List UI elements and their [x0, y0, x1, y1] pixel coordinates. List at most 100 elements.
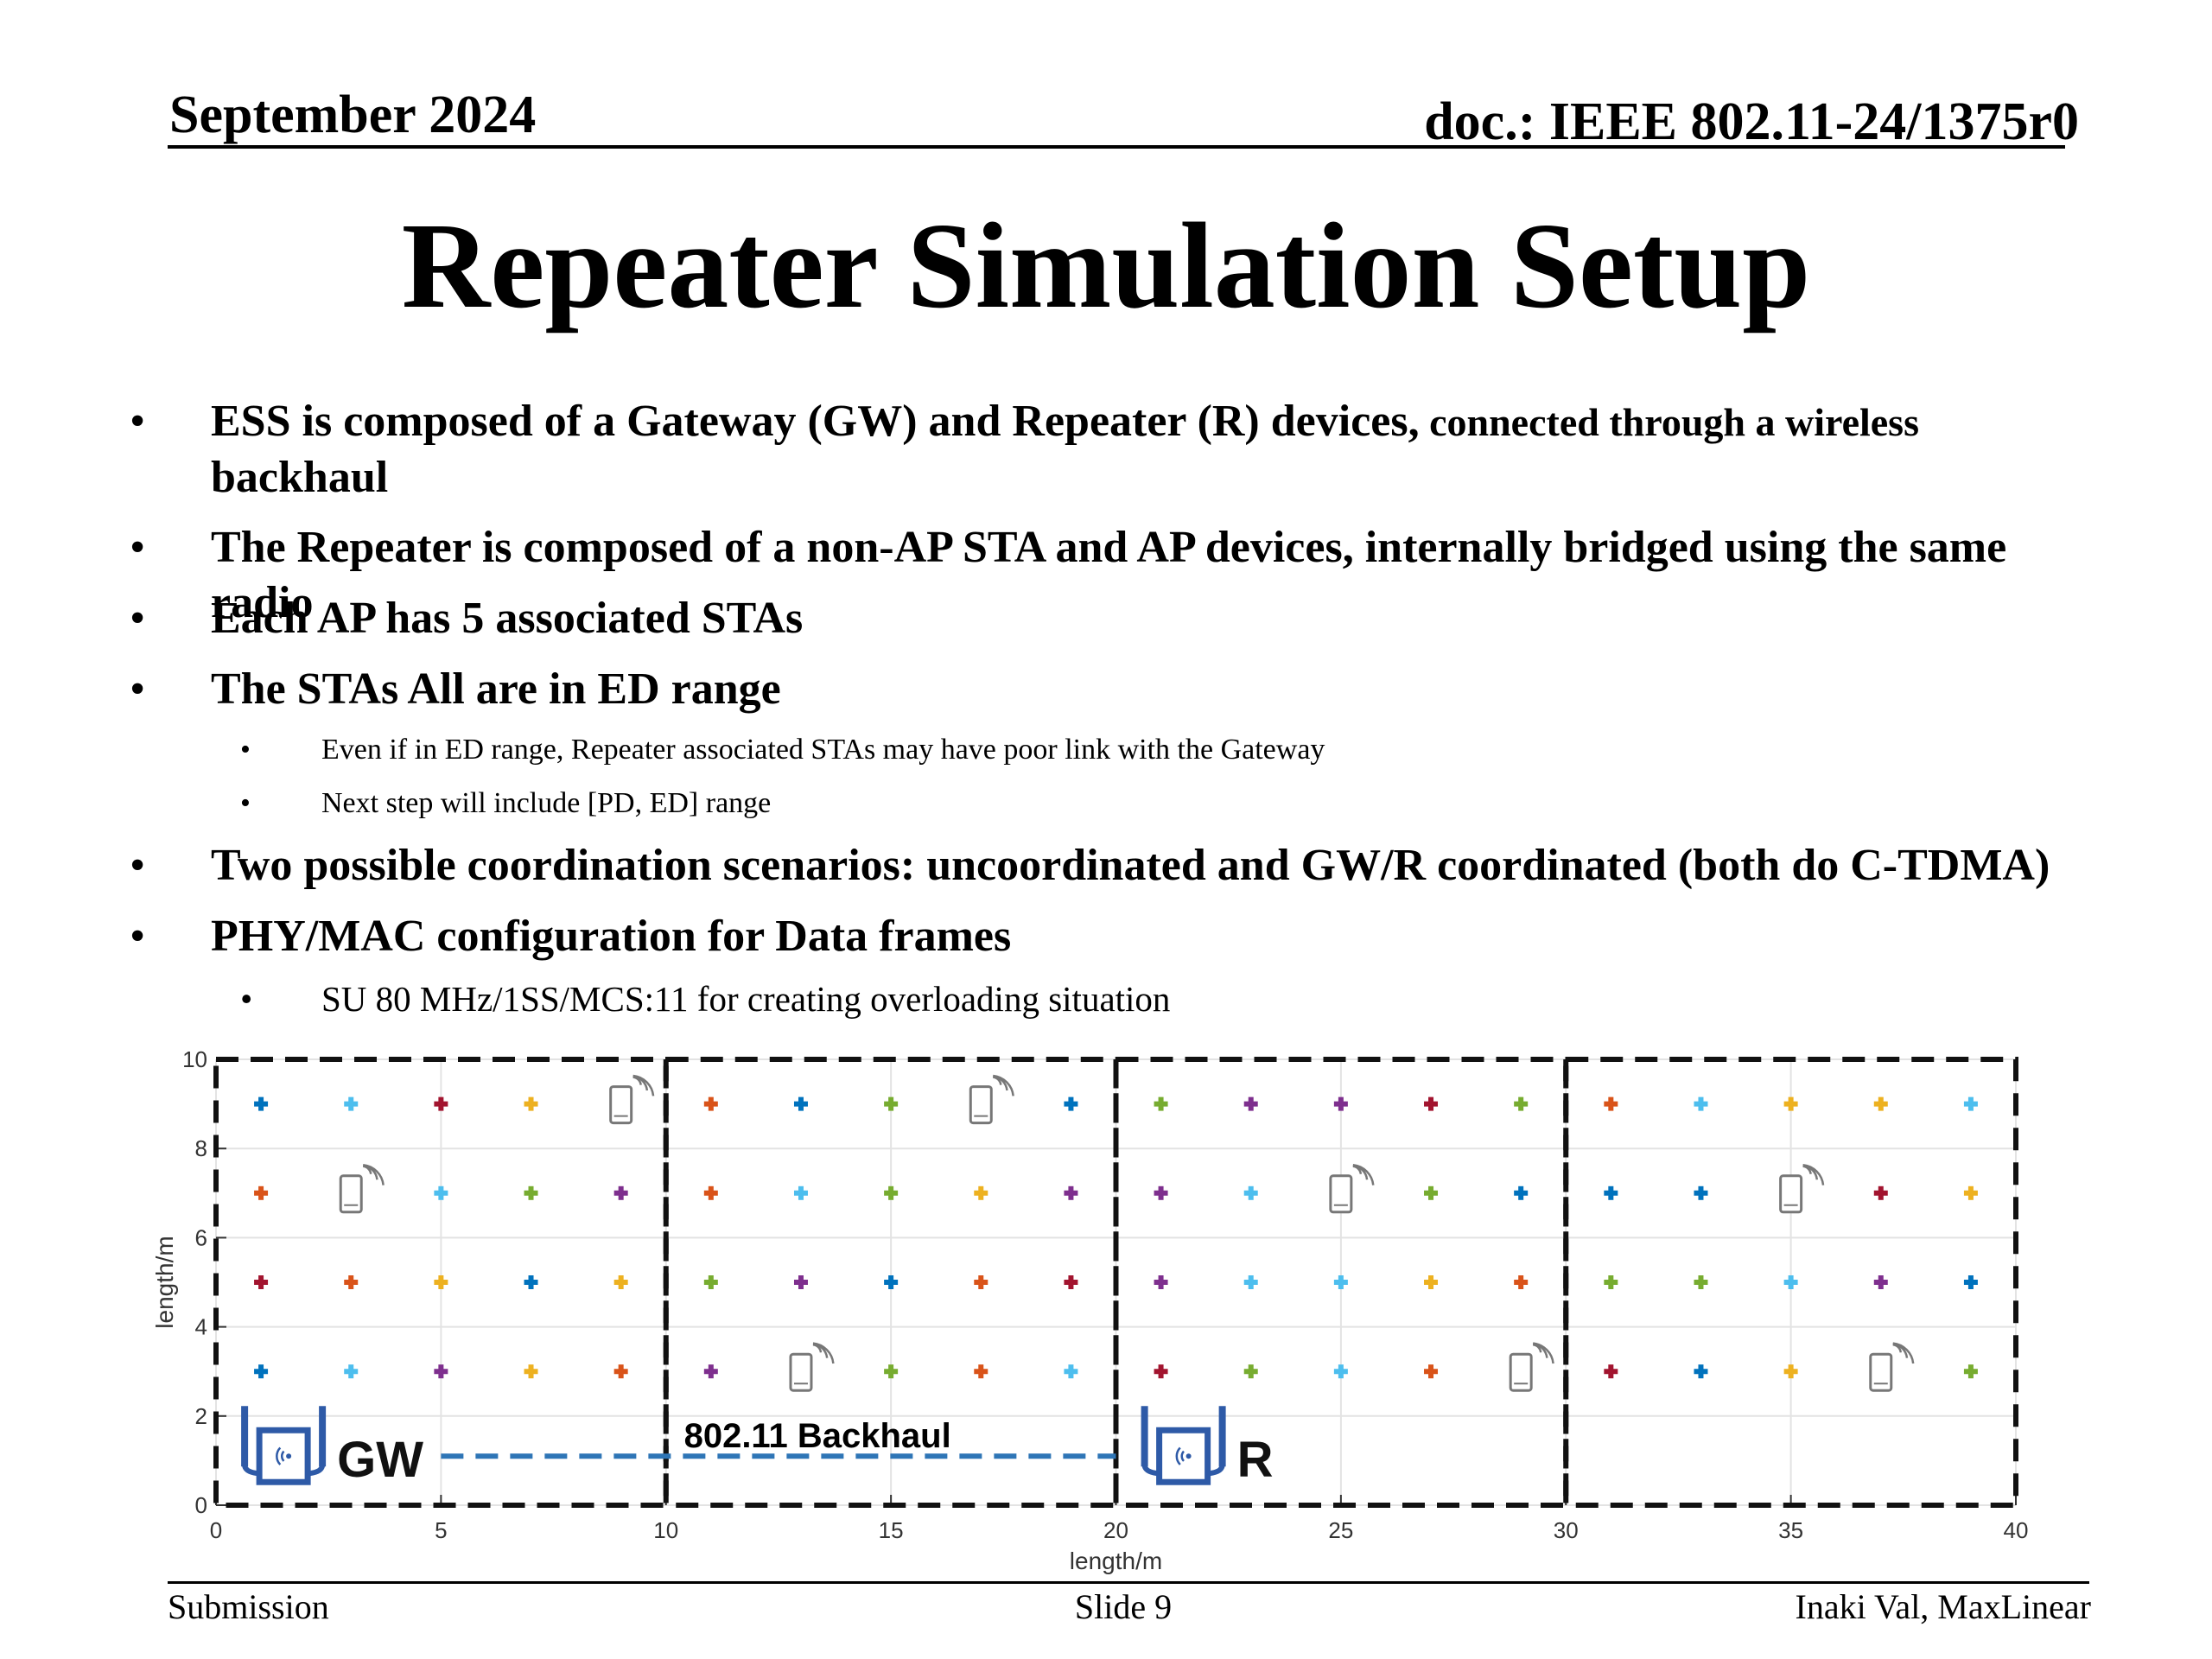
- sta-point: [1783, 1096, 1798, 1111]
- sta-point: [613, 1275, 628, 1289]
- phone-body: [969, 1085, 993, 1125]
- footer-rule: [168, 1581, 2089, 1584]
- antenna-foot: [242, 1464, 258, 1477]
- y-axis-label: length/m: [151, 1236, 178, 1328]
- sta-point: [344, 1275, 359, 1289]
- router-icon: [1156, 1427, 1211, 1485]
- sta-point: [793, 1275, 808, 1289]
- sta-point: [254, 1364, 269, 1379]
- sta-point: [1064, 1096, 1078, 1111]
- bullet-glyph: •: [130, 664, 146, 714]
- ap-device-label: GW: [337, 1432, 423, 1488]
- sta-point: [793, 1096, 808, 1111]
- y-tick-label: 10: [182, 1046, 207, 1072]
- y-tick-label: 6: [195, 1224, 207, 1250]
- phone-icon: [969, 1074, 1014, 1125]
- sub-bullet-item: • Even if in ED range, Repeater associat…: [240, 733, 1325, 767]
- sta-point: [884, 1096, 899, 1111]
- phone-icon: [1779, 1163, 1825, 1214]
- signal-arc: [993, 1074, 1014, 1096]
- bullet-glyph: •: [130, 397, 146, 446]
- header-rule: [168, 145, 2065, 149]
- backhaul-link: 802.11 Backhaul: [441, 1417, 1116, 1459]
- sta-point: [1243, 1364, 1258, 1379]
- sta-point: [1514, 1275, 1529, 1289]
- bullet-item: • ESS is composed of a Gateway (GW) and …: [130, 394, 2112, 505]
- bullet-glyph: •: [240, 734, 251, 766]
- sta-point: [1963, 1364, 1978, 1379]
- x-tick-label: 20: [1103, 1517, 1128, 1543]
- sta-point: [1333, 1096, 1348, 1111]
- wifi-arc: [1175, 1446, 1181, 1465]
- signal-arc: [1802, 1163, 1825, 1185]
- phone-body: [1509, 1352, 1533, 1392]
- sta-point: [1963, 1096, 1978, 1111]
- wifi-arc: [1180, 1450, 1185, 1462]
- phone-icons: [339, 1074, 1915, 1392]
- slide-title: Repeater Simulation Setup: [401, 197, 1811, 334]
- antenna-foot: [1209, 1464, 1225, 1477]
- bullet-text: Two possible coordination scenarios: unc…: [211, 841, 2050, 890]
- bullet-glyph: •: [130, 594, 146, 643]
- x-tick-label: 15: [879, 1517, 904, 1543]
- x-tick-label: 35: [1778, 1517, 1803, 1543]
- sta-point: [703, 1185, 718, 1200]
- sta-point: [613, 1364, 628, 1379]
- signal-arc: [1533, 1342, 1554, 1364]
- sta-point: [434, 1185, 448, 1200]
- phone-body: [339, 1174, 363, 1214]
- sta-point: [434, 1096, 448, 1111]
- phone-icon: [339, 1163, 385, 1214]
- signal-arc: [812, 1342, 835, 1364]
- sta-point: [1604, 1096, 1618, 1111]
- sta-point: [1694, 1096, 1708, 1111]
- phone-body: [1329, 1174, 1353, 1214]
- sta-point: [254, 1275, 269, 1289]
- sta-point: [793, 1185, 808, 1200]
- bullet-item: • The Repeater is composed of a non-AP S…: [130, 520, 2112, 631]
- signal-arc: [1892, 1342, 1915, 1364]
- signal-arc: [1352, 1163, 1375, 1185]
- sub-bullet-text: Even if in ED range, Repeater associated…: [321, 734, 1325, 766]
- sta-point: [1333, 1275, 1348, 1289]
- sub-bullet-text: Next step will include [PD, ED] range: [321, 787, 772, 819]
- sta-point: [254, 1185, 269, 1200]
- backhaul-label: 802.11 Backhaul: [684, 1417, 951, 1455]
- sta-point: [1064, 1185, 1078, 1200]
- sta-point: [1604, 1185, 1618, 1200]
- sta-point: [1333, 1364, 1348, 1379]
- bullet-item: • Each AP has 5 associated STAs: [130, 591, 2112, 646]
- phone-icon: [609, 1074, 655, 1125]
- sta-point: [1424, 1096, 1439, 1111]
- signal-arc: [363, 1163, 385, 1185]
- bullet-item: • Two possible coordination scenarios: u…: [130, 838, 2112, 893]
- footer-author: Inaki Val, MaxLinear: [1795, 1587, 2091, 1626]
- ap-devices: GW R: [241, 1406, 1274, 1488]
- sta-point: [703, 1364, 718, 1379]
- footer-submission: Submission: [168, 1587, 329, 1626]
- header-doc-number: doc.: IEEE 802.11-24/1375r0: [1424, 92, 2079, 151]
- x-tick-label: 40: [2004, 1517, 2029, 1543]
- header-date: September 2024: [169, 86, 537, 144]
- sta-point: [1604, 1364, 1618, 1379]
- sta-point: [1424, 1185, 1439, 1200]
- sta-point: [1963, 1185, 1978, 1200]
- sta-point: [1604, 1275, 1618, 1289]
- sub-bullet-item: • Next step will include [PD, ED] range: [240, 786, 772, 821]
- sta-point: [884, 1364, 899, 1379]
- bullet-glyph: •: [130, 912, 146, 961]
- sta-point: [703, 1096, 718, 1111]
- ap-device-r: R: [1141, 1406, 1274, 1488]
- phone-body: [789, 1352, 813, 1392]
- sta-point: [1694, 1275, 1708, 1289]
- bss-region: [1563, 1057, 2018, 1508]
- x-tick-label: 30: [1554, 1517, 1579, 1543]
- sta-point: [1963, 1275, 1978, 1289]
- sta-point: [974, 1185, 988, 1200]
- phone-icon: [789, 1342, 835, 1392]
- x-tick-label: 0: [210, 1517, 222, 1543]
- sta-point: [344, 1096, 359, 1111]
- bullet-glyph: •: [130, 841, 146, 890]
- x-tick-label: 10: [653, 1517, 678, 1543]
